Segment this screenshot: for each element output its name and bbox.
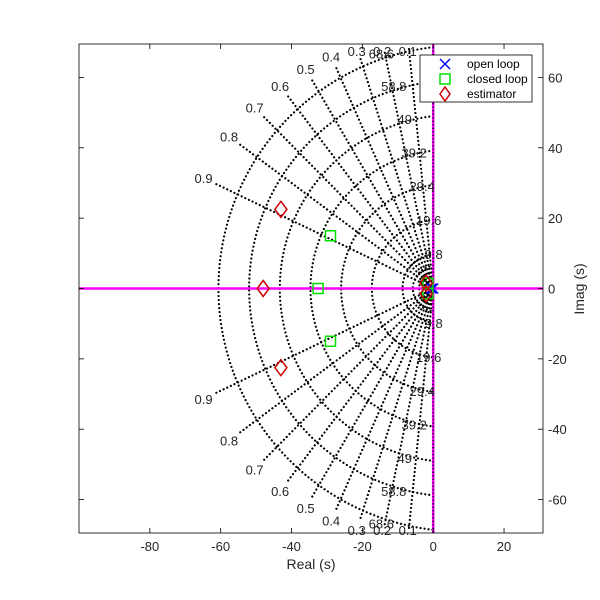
damping-label: 0.1 [399, 44, 417, 59]
legend-label: open loop [467, 57, 520, 71]
damping-ray [383, 50, 435, 290]
frequency-label: 9.8 [425, 247, 443, 262]
damping-ray [359, 57, 435, 290]
frequency-label: 68.6 [369, 47, 394, 62]
axis-ticks: -80 -60 -40 -20 0 20 -60 -40 -20 0 20 40 60 [79, 44, 567, 554]
frequency-label: 19.6 [416, 213, 441, 228]
closed-loop-marker [312, 282, 324, 295]
y-tick-label: 0 [548, 282, 555, 297]
damping-ray [213, 182, 435, 290]
closed-loop-marker [324, 229, 337, 242]
damping-label: 0.3 [348, 523, 366, 538]
damping-label: 0.5 [297, 501, 315, 516]
x-axis-label: Real (s) [286, 556, 335, 572]
damping-label: 0.4 [322, 514, 340, 529]
frequency-arc [309, 149, 435, 428]
damping-ray [237, 142, 435, 290]
damping-label: 0.8 [220, 434, 238, 449]
estimator-marker [273, 358, 288, 377]
pole-markers [256, 200, 439, 377]
frequency-arc [340, 183, 435, 394]
damping-ray [286, 94, 435, 290]
estimator-marker [419, 273, 434, 293]
damping-ray [262, 115, 435, 290]
damping-label: 0.7 [246, 462, 264, 477]
damping-ray [237, 287, 435, 435]
damping-ray [286, 287, 435, 483]
frequency-label: 9.8 [425, 316, 443, 331]
frequency-label: 29.4 [410, 179, 435, 194]
damping-label: 0.2 [373, 523, 391, 538]
damping-label: 0.6 [271, 79, 289, 94]
damping-label: 0.5 [297, 62, 315, 77]
x-tick-label: 20 [497, 539, 511, 554]
damping-ray [407, 47, 435, 290]
damping-ray [310, 78, 435, 290]
damping-label: 0.6 [271, 484, 289, 499]
estimator-marker [256, 279, 271, 298]
frequency-label: 58.8 [381, 79, 406, 94]
x-tick-label: -40 [282, 539, 301, 554]
damping-ray [334, 287, 435, 511]
damping-ray [407, 287, 435, 530]
damping-label: 0.9 [195, 171, 213, 186]
estimator-marker [273, 200, 288, 219]
frequency-label: 29.4 [410, 384, 435, 399]
legend-label: closed loop [467, 72, 528, 86]
y-tick-label: 20 [548, 211, 562, 226]
estimator-marker [419, 284, 434, 304]
y-tick-label: -60 [548, 493, 567, 508]
damping-label: 0.7 [246, 101, 264, 116]
y-tick-label: 60 [548, 70, 562, 85]
legend-box [419, 54, 533, 103]
x-tick-label: -80 [140, 539, 159, 554]
frequency-label: 49 [397, 112, 411, 127]
legend-marker-estimator [439, 85, 451, 103]
damping-ray [310, 287, 435, 499]
y-tick-label: -20 [548, 352, 567, 367]
damping-ray [383, 287, 435, 527]
damping-label: 0.9 [195, 392, 213, 407]
damping-ray [334, 66, 435, 290]
damping-ray [213, 287, 435, 395]
grid-labels: 0.1 0.1 0.2 0.2 0.3 0.3 0.4 0.4 0.5 0.5 0.6 0.6 0.7 0… [195, 44, 443, 538]
legend-marker-closed-loop [439, 73, 451, 85]
frequency-arc [401, 252, 435, 325]
damping-label: 0.4 [322, 49, 340, 64]
damping-label: 0.8 [220, 129, 238, 144]
damping-label: 0.1 [399, 523, 417, 538]
frequency-arc [248, 80, 435, 497]
frequency-label: 39.2 [402, 146, 427, 161]
damping-label: 0.2 [373, 44, 391, 59]
y-tick-label: 40 [548, 141, 562, 156]
legend-marker-open-loop [439, 58, 451, 70]
frequency-label: 49 [397, 451, 411, 466]
damping-label: 0.3 [348, 44, 366, 59]
frequency-label: 58.8 [381, 484, 406, 499]
x-tick-label: 0 [430, 539, 437, 554]
frequency-label: 39.2 [402, 417, 427, 432]
legend-label: estimator [467, 87, 516, 101]
y-axis-label: Imag (s) [571, 263, 587, 314]
damping-ray [262, 287, 435, 462]
y-tick-label: -40 [548, 422, 567, 437]
x-tick-label: -60 [211, 539, 230, 554]
frequency-label: 19.6 [416, 350, 441, 365]
x-tick-label: -20 [353, 539, 372, 554]
frequency-label: 68.6 [369, 516, 394, 531]
damping-ray [359, 287, 435, 520]
closed-loop-marker [324, 335, 337, 348]
frequency-arc-inner [411, 264, 435, 313]
